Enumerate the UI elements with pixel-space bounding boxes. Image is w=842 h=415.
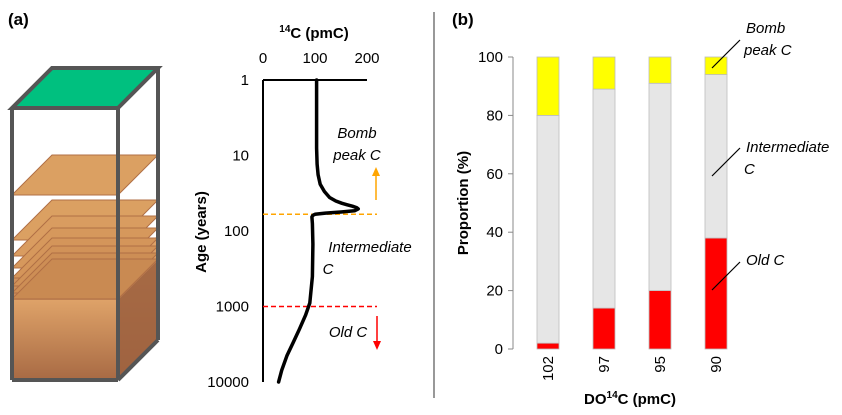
bar-segment-bomb-peak-c <box>536 56 560 116</box>
legend-old: Old C <box>746 252 785 269</box>
bar-segment-bomb-peak-c <box>648 56 672 84</box>
y-axis-label: Age (years) <box>193 191 210 273</box>
panel-label-a: (a) <box>8 10 29 29</box>
bar-segment-intermediate-c <box>592 88 616 309</box>
annotation-intermediate-line1: Intermediate <box>328 239 411 256</box>
bar-segment-old-c <box>648 290 672 350</box>
bars <box>536 56 728 350</box>
y-tick-label: 1 <box>241 72 249 89</box>
y-tick-label: 100 <box>224 223 249 240</box>
legend-bomb-leader <box>711 39 741 69</box>
legend-intermediate-line1: Intermediate <box>746 139 829 156</box>
x-tick-label: 100 <box>302 50 327 67</box>
y-axis-label: Proportion (%) <box>455 151 472 255</box>
bar-segment-old-c <box>536 342 560 350</box>
x-tick-label: 0 <box>259 50 267 67</box>
soil-front-face <box>12 300 118 380</box>
legend-old-leader <box>711 261 741 291</box>
threshold-lines <box>263 213 377 308</box>
old-arrow-down <box>373 316 381 350</box>
y-tick-label: 1000 <box>216 299 249 316</box>
bar-segment-old-c <box>704 237 728 350</box>
x-axis-label: 14C (pmC) <box>279 24 348 42</box>
bar-segment-bomb-peak-c <box>592 56 616 90</box>
y-tick-label: 40 <box>486 224 503 241</box>
bar-segment-intermediate-c <box>536 115 560 344</box>
soil-layer <box>10 154 160 196</box>
annotation-old: Old C <box>329 324 368 341</box>
surface-vegetation-top <box>7 66 163 110</box>
annotation-bomb-line2: peak C <box>332 147 381 164</box>
x-axis-label-sup: 14 <box>607 390 619 401</box>
radiocarbon-profile-line <box>276 78 360 384</box>
x-tick-label: 102 <box>540 356 557 381</box>
x-axis-label-pre: DO <box>584 391 607 408</box>
annotation-bomb-line1: Bomb <box>337 125 376 142</box>
legend-bomb-line2: peak C <box>743 42 792 59</box>
y-tick-label: 10 <box>232 148 249 165</box>
x-tick-label: 90 <box>708 356 725 373</box>
x-tick-labels: 102 97 95 90 <box>540 356 725 381</box>
soil-column-schematic <box>7 66 163 382</box>
bar-segment-old-c <box>592 307 616 350</box>
y-tick-label: 0 <box>495 341 503 358</box>
x-tick-label: 95 <box>652 356 669 373</box>
y-tick-label: 20 <box>486 283 503 300</box>
legend-intermediate-leader <box>711 147 741 177</box>
x-tick-label: 97 <box>596 356 613 373</box>
x-axis-label-sup: 14 <box>279 24 291 35</box>
x-axis-label-text: C (pmC) <box>290 25 348 42</box>
bar-segment-bomb-peak-c <box>704 56 728 75</box>
x-axis-label-text: C (pmC) <box>618 391 676 408</box>
bar-segment-intermediate-c <box>648 82 672 292</box>
y-tick-label: 100 <box>478 49 503 66</box>
x-tick-labels: 0 100 200 <box>259 50 380 67</box>
panel-label-b: (b) <box>452 10 474 29</box>
annotation-intermediate-line2: C <box>323 261 334 278</box>
frame-edge <box>116 338 160 382</box>
proportion-stacked-bar-chart: Proportion (%) 0 20 40 60 80 100 102 97 95 90 DO… <box>455 20 829 408</box>
bar-segment-intermediate-c <box>704 74 728 239</box>
y-tick-label: 80 <box>486 107 503 124</box>
y-tick-label: 60 <box>486 166 503 183</box>
x-axis-label: DO14C (pmC) <box>584 390 676 408</box>
y-tick-label: 10000 <box>207 374 249 391</box>
legend-bomb-line1: Bomb <box>746 20 785 37</box>
y-tick-labels: 0 20 40 60 80 100 <box>478 49 513 358</box>
legend-intermediate-line2: C <box>744 161 755 178</box>
y-tick-labels: 1 10 100 1000 10000 <box>207 72 249 391</box>
radiocarbon-age-chart: 14C (pmC) 0 100 200 1 10 100 1000 10000 Age (y… <box>193 24 412 391</box>
x-tick-label: 200 <box>354 50 379 67</box>
bomb-arrow-up <box>372 167 380 200</box>
